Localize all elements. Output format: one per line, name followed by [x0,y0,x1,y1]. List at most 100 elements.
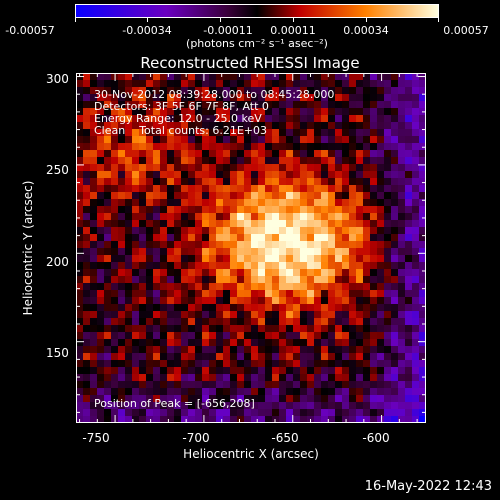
image-pixel [195,157,203,165]
image-pixel [153,374,161,382]
image-pixel [118,381,126,389]
image-pixel [118,220,126,228]
image-pixel [223,381,231,389]
image-pixel [251,227,259,235]
image-pixel [342,199,350,207]
image-pixel [139,157,147,165]
image-pixel [349,206,357,214]
image-pixel [97,178,105,186]
image-pixel [258,206,266,214]
image-pixel [223,234,231,242]
image-pixel [153,220,161,228]
image-pixel [293,248,301,256]
image-pixel [300,206,308,214]
image-pixel [97,360,105,368]
image-pixel [286,80,294,88]
image-pixel [377,248,385,256]
image-pixel [391,269,399,277]
image-pixel [223,192,231,200]
image-pixel [377,318,385,326]
image-pixel [146,234,154,242]
image-pixel [398,409,406,417]
image-pixel [335,248,343,256]
image-pixel [419,80,426,88]
image-pixel [160,178,168,186]
image-pixel [223,178,231,186]
image-pixel [146,402,154,410]
image-pixel [328,346,336,354]
image-pixel [139,171,147,179]
image-pixel [209,381,217,389]
image-pixel [104,227,112,235]
image-pixel [377,115,385,123]
image-pixel [230,129,238,137]
image-pixel [321,311,329,319]
image-pixel [160,80,168,88]
image-pixel [188,178,196,186]
image-pixel [398,108,406,116]
image-pixel [83,290,91,298]
plot-frame [76,73,426,423]
image-pixel [405,374,413,382]
image-pixel [265,136,273,144]
image-pixel [307,192,315,200]
image-pixel [300,311,308,319]
image-pixel [314,143,322,151]
image-pixel [363,402,371,410]
image-pixel [244,395,252,403]
image-pixel [223,318,231,326]
image-pixel [146,367,154,375]
image-pixel [405,332,413,340]
image-pixel [216,164,224,172]
image-pixel [419,157,426,165]
image-pixel [244,94,252,102]
image-pixel [139,213,147,221]
image-pixel [321,416,329,423]
image-pixel [160,171,168,179]
image-pixel [153,115,161,123]
image-pixel [237,290,245,298]
image-pixel [160,367,168,375]
image-pixel [370,206,378,214]
image-pixel [321,269,329,277]
image-pixel [335,416,343,423]
image-pixel [328,325,336,333]
image-pixel [76,283,84,291]
image-pixel [335,143,343,151]
image-pixel [111,136,119,144]
image-pixel [293,353,301,361]
image-pixel [160,269,168,277]
image-pixel [167,234,175,242]
image-pixel [419,227,426,235]
image-pixel [223,241,231,249]
image-pixel [195,136,203,144]
image-pixel [342,360,350,368]
image-pixel [279,178,287,186]
image-pixel [118,255,126,263]
image-pixel [398,101,406,109]
image-pixel [377,283,385,291]
image-pixel [181,402,189,410]
image-pixel [405,101,413,109]
image-pixel [391,199,399,207]
image-pixel [146,73,154,81]
image-pixel [321,171,329,179]
image-pixel [209,248,217,256]
image-pixel [265,297,273,305]
image-pixel [118,332,126,340]
image-pixel [356,353,364,361]
image-pixel [286,283,294,291]
image-pixel [349,171,357,179]
image-pixel [132,262,140,270]
image-pixel [83,87,91,95]
image-pixel [328,164,336,172]
image-pixel [363,192,371,200]
image-pixel [104,122,112,130]
image-pixel [398,213,406,221]
image-pixel [111,318,119,326]
image-pixel [342,178,350,186]
image-pixel [279,157,287,165]
image-pixel [286,374,294,382]
image-pixel [181,381,189,389]
image-pixel [349,108,357,116]
